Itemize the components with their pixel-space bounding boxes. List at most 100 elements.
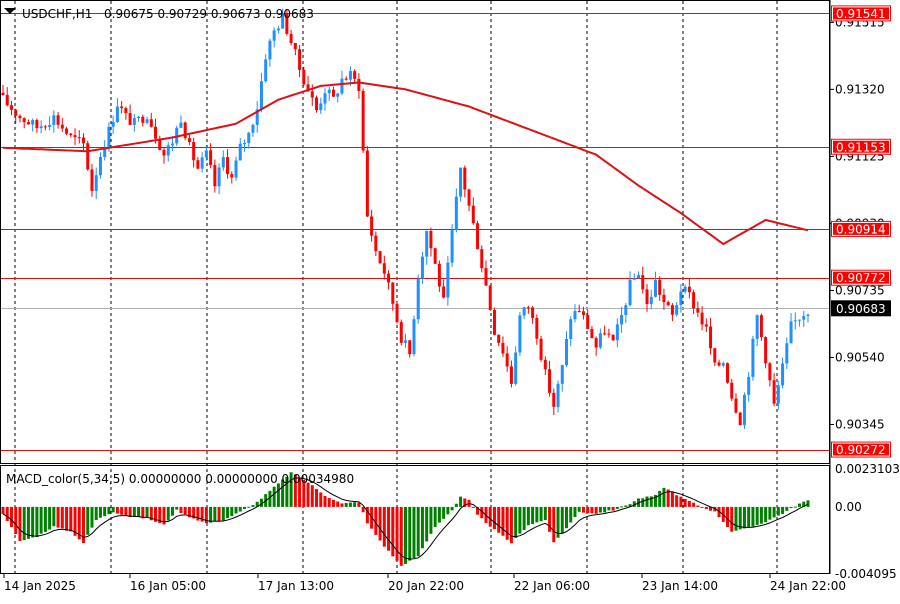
candle — [484, 260, 488, 286]
candle — [429, 227, 433, 257]
candle — [353, 69, 357, 84]
price-level-tag[interactable]: 0.90772 — [831, 269, 891, 286]
candle — [751, 335, 755, 381]
macd-histogram-bar — [162, 506, 166, 525]
macd-histogram-bar — [348, 502, 352, 507]
price-level-tag-label: 0.90272 — [836, 443, 886, 457]
candle — [594, 336, 598, 356]
candle — [700, 306, 704, 331]
macd-histogram-bar — [149, 506, 153, 521]
macd-histogram-bar — [285, 476, 289, 507]
macd-histogram-bar — [565, 506, 568, 529]
moving-average-line — [2, 81, 809, 246]
macd-histogram-bar — [412, 506, 416, 558]
candle — [518, 312, 522, 356]
candle — [628, 271, 632, 307]
candle — [1, 84, 5, 96]
candle — [526, 305, 530, 314]
candle — [637, 271, 641, 279]
candle — [293, 42, 297, 56]
candle — [425, 230, 429, 265]
candle — [480, 245, 484, 273]
macd-histogram-bar — [327, 498, 331, 507]
candle-layer — [1, 8, 810, 430]
candle — [798, 319, 802, 327]
time-axis-label: 23 Jan 14:00 — [642, 579, 718, 593]
macd-histogram-bar — [713, 506, 717, 512]
macd-histogram-bar — [442, 506, 446, 519]
macd-histogram-bar — [213, 506, 217, 522]
candle — [73, 128, 77, 146]
candle — [124, 106, 128, 120]
macd-histogram-bar — [204, 506, 208, 524]
candle — [632, 273, 636, 281]
macd-histogram-bar — [755, 506, 759, 525]
macd-histogram-bar — [764, 506, 768, 523]
macd-histogram-bar — [785, 506, 789, 511]
candle — [289, 29, 293, 46]
macd-histogram-bar — [793, 506, 797, 508]
price-level-tag-label: 0.91153 — [836, 140, 886, 154]
candle — [531, 306, 535, 324]
macd-histogram-bar — [526, 506, 530, 526]
macd-histogram-bar — [768, 506, 772, 520]
macd-histogram-bar — [115, 506, 119, 514]
candle — [209, 143, 213, 169]
time-axis-label: 24 Jan 22:00 — [770, 579, 846, 593]
candle — [573, 304, 577, 323]
macd-histogram-bar — [416, 506, 420, 557]
price-level-tag[interactable]: 0.91153 — [831, 138, 891, 155]
price-level-tag[interactable]: 0.91541 — [831, 5, 891, 22]
macd-histogram-bar — [556, 506, 560, 538]
macd-indicator-label: MACD_color(5,34,5) 0.00000000 0.00000000… — [6, 472, 354, 486]
candle — [22, 117, 26, 129]
candle — [327, 86, 331, 101]
price-level-tag[interactable]: 0.90914 — [831, 220, 891, 237]
dropdown-triangle-icon[interactable] — [4, 8, 16, 14]
macd-histogram-bar — [315, 488, 319, 507]
macd-histogram-bar — [535, 506, 539, 523]
macd-histogram-bar — [649, 496, 653, 507]
candle — [759, 313, 763, 341]
candle — [344, 76, 348, 81]
macd-histogram-bar — [18, 506, 22, 541]
macd-histogram-bar — [615, 506, 619, 509]
candle — [649, 289, 653, 310]
macd-histogram-bar — [391, 506, 395, 557]
candle — [238, 138, 242, 161]
candle — [501, 336, 505, 357]
macd-histogram-bar — [298, 477, 302, 507]
candle — [603, 325, 607, 336]
candle — [120, 100, 124, 114]
macd-histogram-bar — [433, 506, 437, 527]
candle — [776, 380, 780, 410]
candle — [552, 388, 556, 416]
macd-tick-label: 0.0023103 — [835, 462, 900, 476]
candle — [247, 131, 251, 149]
macd-histogram-bar — [82, 506, 85, 544]
macd-histogram-bar — [137, 506, 141, 517]
macd-histogram-bar — [310, 485, 314, 507]
candle — [357, 73, 361, 99]
macd-histogram-bar — [5, 506, 9, 521]
candle — [611, 334, 615, 341]
candle — [268, 38, 272, 67]
candle — [509, 360, 513, 388]
candle — [730, 378, 734, 402]
macd-histogram-bar — [789, 506, 793, 509]
macd-histogram-bar — [272, 486, 276, 507]
macd-histogram-bar — [501, 506, 505, 536]
candle — [98, 152, 102, 179]
macd-histogram-bar — [738, 506, 742, 530]
price-level-tag[interactable]: 0.90272 — [831, 441, 891, 458]
macd-histogram-bar — [399, 506, 403, 566]
macd-histogram-bar — [183, 506, 187, 515]
macd-histogram-bar — [243, 506, 246, 510]
candle — [781, 357, 785, 389]
macd-histogram-bar — [543, 506, 547, 521]
candle — [14, 108, 18, 124]
candle — [459, 167, 463, 202]
macd-histogram-bar — [658, 490, 662, 507]
